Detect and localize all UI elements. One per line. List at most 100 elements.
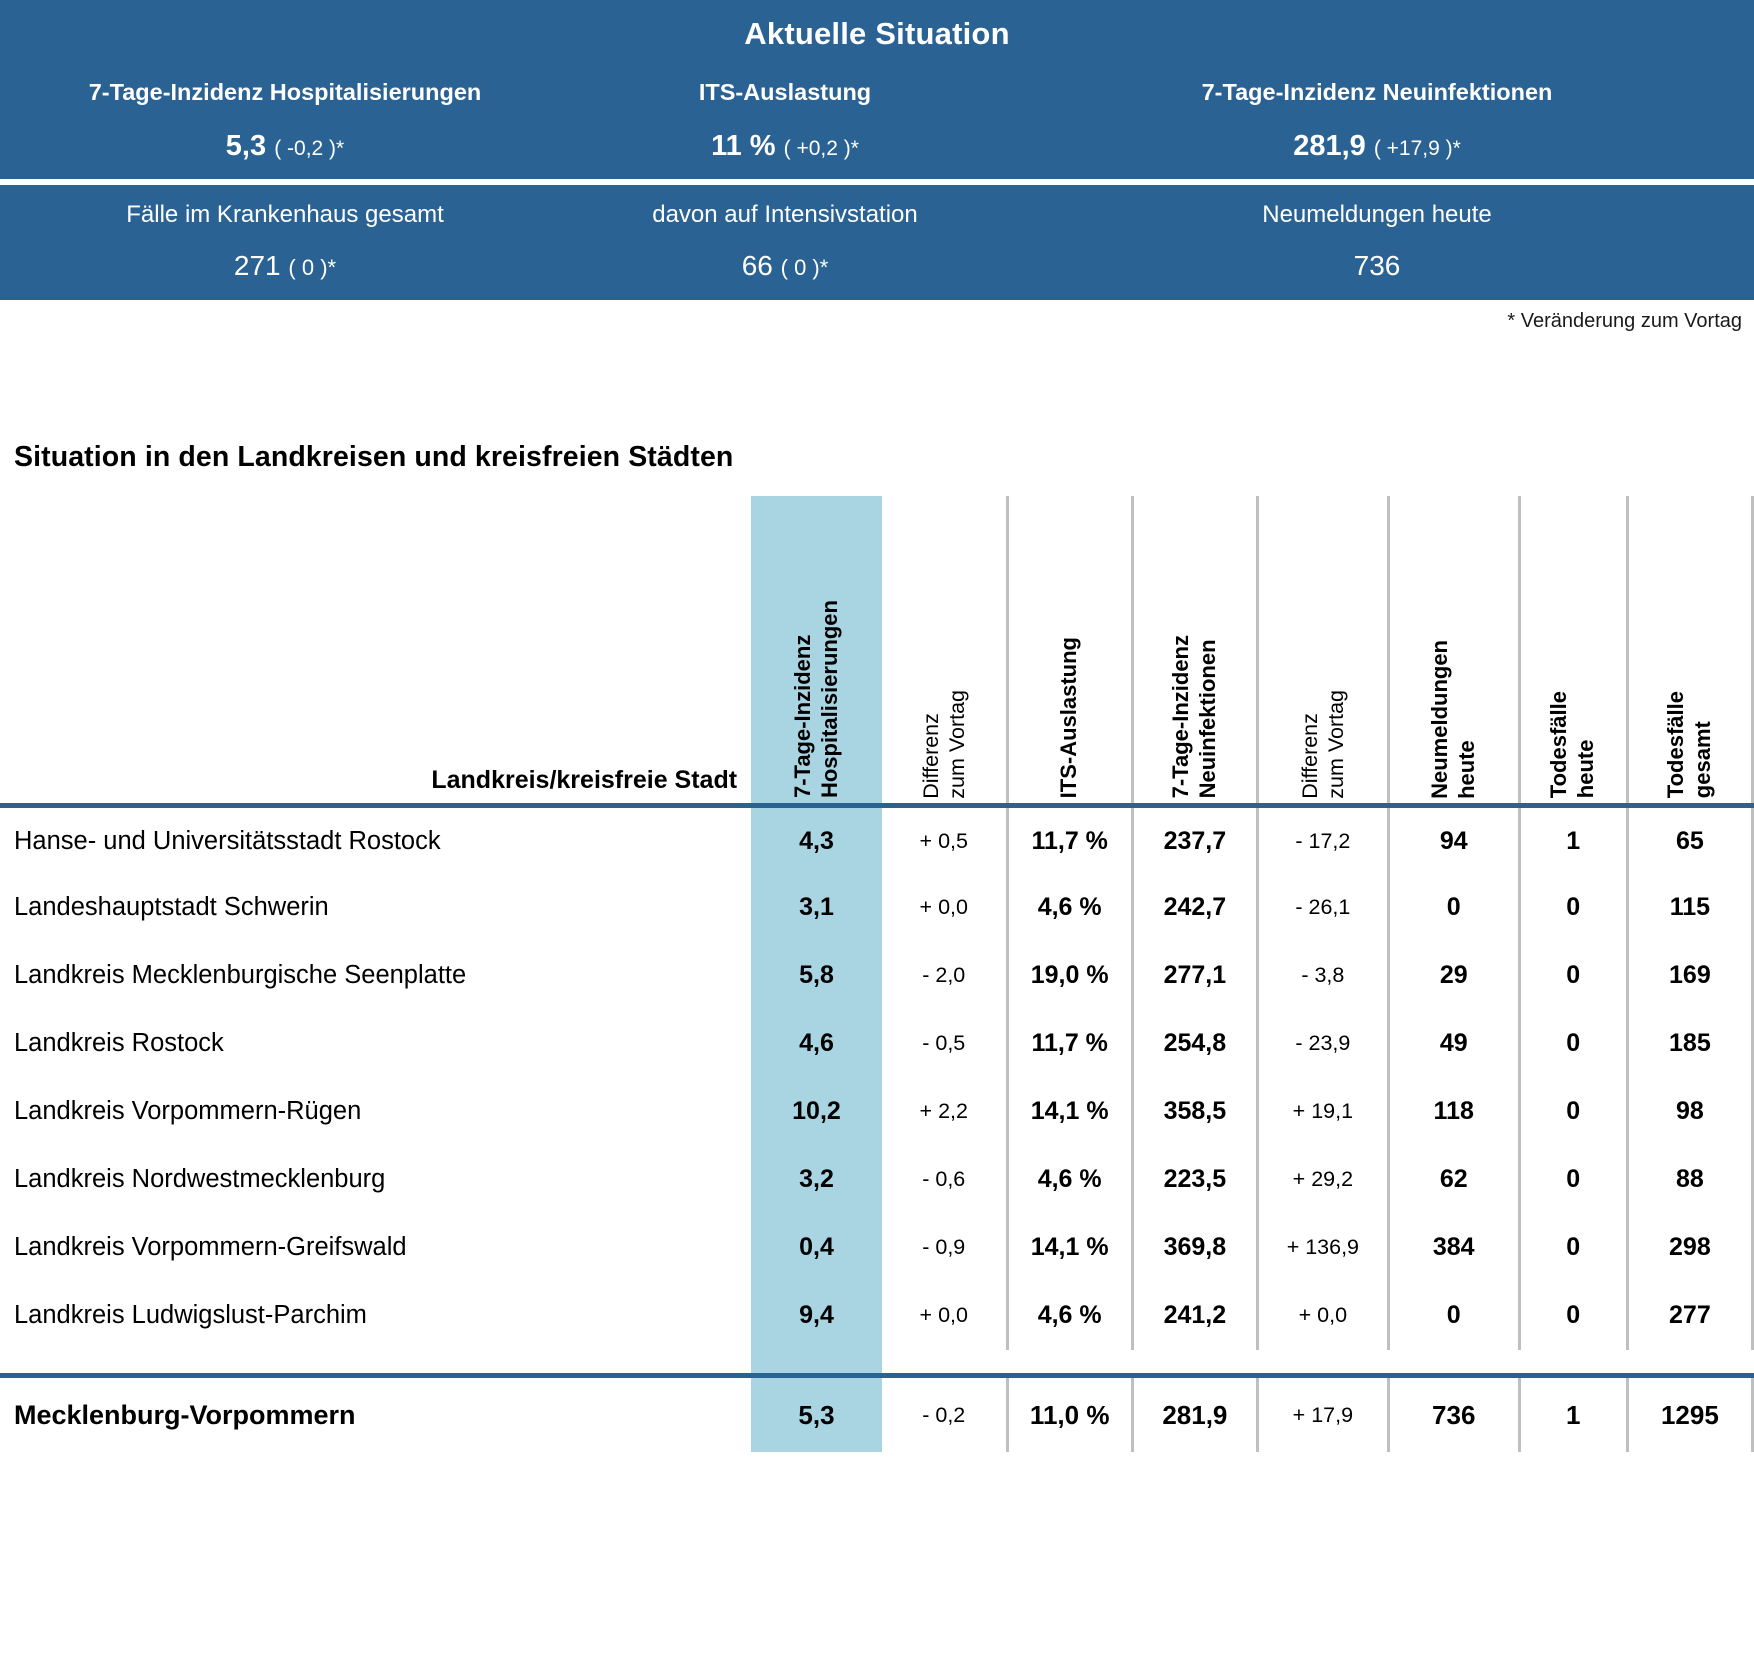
cell-todesfaelle-gesamt: 98 xyxy=(1627,1077,1754,1146)
spacer-cell xyxy=(1627,1350,1752,1376)
column-header-text: ITS-Auslastung xyxy=(1056,637,1082,799)
cell-hospitalisierungen: 10,2 xyxy=(751,1077,882,1146)
cell-neumeldungen: 0 xyxy=(1388,1281,1521,1350)
cell-neumeldungen: 384 xyxy=(1388,1213,1521,1282)
column-header-neuinfektionen: 7-Tage-Inzidenz Neuinfektionen xyxy=(1132,495,1259,806)
table-row[interactable]: Landeshauptstadt Schwerin 3,1 + 0,0 4,6 … xyxy=(0,873,1754,942)
cell-neuinfektionen: 358,5 xyxy=(1132,1077,1259,1146)
column-header-text: Differenz zum Vortag xyxy=(1297,689,1348,799)
cell-differenz-2: + 29,2 xyxy=(1257,1145,1390,1214)
cell-differenz-2: - 23,9 xyxy=(1257,1009,1390,1078)
cell-differenz-1: - 2,0 xyxy=(922,963,966,988)
column-header-neumeldungen-heute: Neumeldungen heute xyxy=(1388,495,1521,806)
summary-metric-label: 7-Tage-Inzidenz Hospitalisierungen xyxy=(88,79,482,105)
table-row[interactable]: Landkreis Vorpommern-Rügen 10,2 + 2,2 14… xyxy=(0,1077,1754,1146)
cell-differenz-2: - 3,8 xyxy=(1257,941,1390,1010)
summary-metric-krankenhaus-gesamt: Fälle im Krankenhaus gesamt 271 ( 0 )* xyxy=(0,201,570,280)
cell-hospitalisierungen: 3,1 xyxy=(751,873,882,942)
column-header-todesfaelle-heute: Todesfälle heute xyxy=(1519,495,1629,806)
spacer-cell xyxy=(1519,1350,1627,1376)
table-row[interactable]: Hanse- und Universitätsstadt Rostock 4,3… xyxy=(0,803,1754,874)
column-header-todesfaelle-gesamt: Todesfälle gesamt xyxy=(1627,495,1754,806)
cell-todesfaelle-gesamt: 88 xyxy=(1627,1145,1754,1214)
cell-todesfaelle-gesamt: 277 xyxy=(1627,1281,1754,1350)
column-header-text: 7-Tage-Inzidenz Neuinfektionen xyxy=(1168,635,1220,799)
cell-total-name: Mecklenburg-Vorpommern xyxy=(0,1373,752,1452)
cell-hospitalisierungen: 5,8 xyxy=(751,941,882,1010)
cell-total-todesfaelle-heute: 1 xyxy=(1519,1373,1629,1452)
summary-metric-delta: ( 0 )* xyxy=(780,254,829,280)
cell-todesfaelle-gesamt: 115 xyxy=(1627,873,1754,942)
spacer-cell xyxy=(882,1350,1007,1376)
cell-todesfaelle-gesamt: 65 xyxy=(1627,803,1754,874)
table-row[interactable]: Landkreis Ludwigslust-Parchim 9,4 + 0,0 … xyxy=(0,1281,1754,1350)
column-header-differenz-vortag-2: Differenz zum Vortag xyxy=(1257,495,1390,806)
cell-hospitalisierungen: 4,6 xyxy=(751,1009,882,1078)
cell-todesfaelle-heute: 0 xyxy=(1519,873,1629,942)
table-row[interactable]: Landkreis Mecklenburgische Seenplatte 5,… xyxy=(0,941,1754,1010)
summary-metric-value: 66 ( 0 )* xyxy=(578,251,992,280)
cell-todesfaelle-gesamt: 185 xyxy=(1627,1009,1754,1078)
cell-its-auslastung: 4,6 % xyxy=(1005,1145,1134,1214)
column-header-text: Differenz zum Vortag xyxy=(918,689,969,799)
column-header-hospitalisierungen: 7-Tage-Inzidenz Hospitalisierungen xyxy=(751,495,882,806)
cell-todesfaelle-heute: 0 xyxy=(1519,941,1629,1010)
cell-its-auslastung: 4,6 % xyxy=(1005,1281,1134,1350)
cell-differenz-1: - 0,5 xyxy=(922,1031,966,1056)
column-header-text: 7-Tage-Inzidenz Hospitalisierungen xyxy=(789,600,842,799)
cell-its-auslastung: 14,1 % xyxy=(1005,1077,1134,1146)
cell-total-its-auslastung: 11,0 % xyxy=(1005,1373,1134,1452)
column-header-its-auslastung: ITS-Auslastung xyxy=(1005,495,1134,806)
table-total-row[interactable]: Mecklenburg-Vorpommern 5,3 - 0,2 11,0 % … xyxy=(0,1373,1754,1452)
table-row[interactable]: Landkreis Nordwestmecklenburg 3,2 - 0,6 … xyxy=(0,1145,1754,1214)
table-body: Hanse- und Universitätsstadt Rostock 4,3… xyxy=(0,803,1754,1452)
cell-district-name: Landeshauptstadt Schwerin xyxy=(14,893,329,922)
spacer-cell xyxy=(1007,1350,1132,1376)
cell-neuinfektionen: 254,8 xyxy=(1132,1009,1259,1078)
cell-todesfaelle-heute: 0 xyxy=(1519,1009,1629,1078)
spacer-cell xyxy=(1132,1350,1257,1376)
summary-metric-value: 281,9 ( +17,9 )* xyxy=(1008,132,1746,161)
cell-differenz-1: + 0,5 xyxy=(881,803,1008,874)
cell-todesfaelle-heute: 0 xyxy=(1519,1077,1629,1146)
summary-metric-number: 11 % xyxy=(711,130,776,163)
cell-neuinfektionen: 241,2 xyxy=(1132,1281,1259,1350)
spacer-cell xyxy=(0,1350,751,1376)
cell-district-name: Landkreis Vorpommern-Rügen xyxy=(14,1097,362,1126)
summary-metric-intensivstation: davon auf Intensivstation 66 ( 0 )* xyxy=(570,201,1000,280)
cell-todesfaelle-heute: 1 xyxy=(1519,803,1629,874)
districts-table-wrapper: Landkreis/kreisfreie Stadt 7-Tage-Inzide… xyxy=(0,495,1754,1452)
summary-metric-hospitalisierungen: 7-Tage-Inzidenz Hospitalisierungen 5,3 (… xyxy=(0,78,570,161)
table-row[interactable]: Landkreis Rostock 4,6 - 0,5 11,7 % 254,8… xyxy=(0,1009,1754,1078)
cell-neumeldungen: 62 xyxy=(1388,1145,1521,1214)
table-row[interactable]: Landkreis Vorpommern-Greifswald 0,4 - 0,… xyxy=(0,1213,1754,1282)
page-title: Aktuelle Situation xyxy=(744,16,1010,51)
column-header-differenz-vortag-1: Differenz zum Vortag xyxy=(882,496,1007,806)
column-header-text: Neumeldungen heute xyxy=(1426,639,1479,799)
cell-neumeldungen: 118 xyxy=(1388,1077,1521,1146)
summary-metric-value: 736 xyxy=(1008,251,1746,280)
spacer-cell xyxy=(1257,1350,1388,1376)
cell-total-neuinfektionen: 281,9 xyxy=(1132,1373,1259,1452)
cell-hospitalisierungen: 4,3 xyxy=(751,803,882,874)
cell-neuinfektionen: 223,5 xyxy=(1132,1145,1259,1214)
cell-neuinfektionen: 237,7 xyxy=(1132,803,1259,874)
cell-neumeldungen: 29 xyxy=(1388,941,1521,1010)
cell-differenz-2: - 26,1 xyxy=(1257,873,1390,942)
cell-differenz-1: - 0,6 xyxy=(922,1167,966,1192)
summary-metric-value: 11 % ( +0,2 )* xyxy=(578,132,992,161)
cell-district-name: Hanse- und Universitätsstadt Rostock xyxy=(0,803,752,874)
cell-differenz-2: + 0,0 xyxy=(1257,1281,1390,1350)
cell-its-auslastung: 4,6 % xyxy=(1005,873,1134,942)
cell-hospitalisierungen: 3,2 xyxy=(751,1145,882,1214)
table-header-row: Landkreis/kreisfreie Stadt 7-Tage-Inzide… xyxy=(0,495,1754,806)
cell-neumeldungen: 49 xyxy=(1388,1009,1521,1078)
cell-neumeldungen: 94 xyxy=(1388,803,1521,874)
cell-district-name: Landkreis Ludwigslust-Parchim xyxy=(14,1301,367,1330)
cell-hospitalisierungen: 9,4 xyxy=(751,1281,882,1350)
column-header-text: Todesfälle heute xyxy=(1546,691,1599,799)
summary-metric-label: Neumeldungen heute xyxy=(1262,201,1492,229)
cell-total-differenz-2: + 17,9 xyxy=(1257,1373,1390,1452)
summary-block-primary: Aktuelle Situation 7-Tage-Inzidenz Hospi… xyxy=(0,0,1754,180)
cell-district-name: Landkreis Mecklenburgische Seenplatte xyxy=(14,961,467,990)
